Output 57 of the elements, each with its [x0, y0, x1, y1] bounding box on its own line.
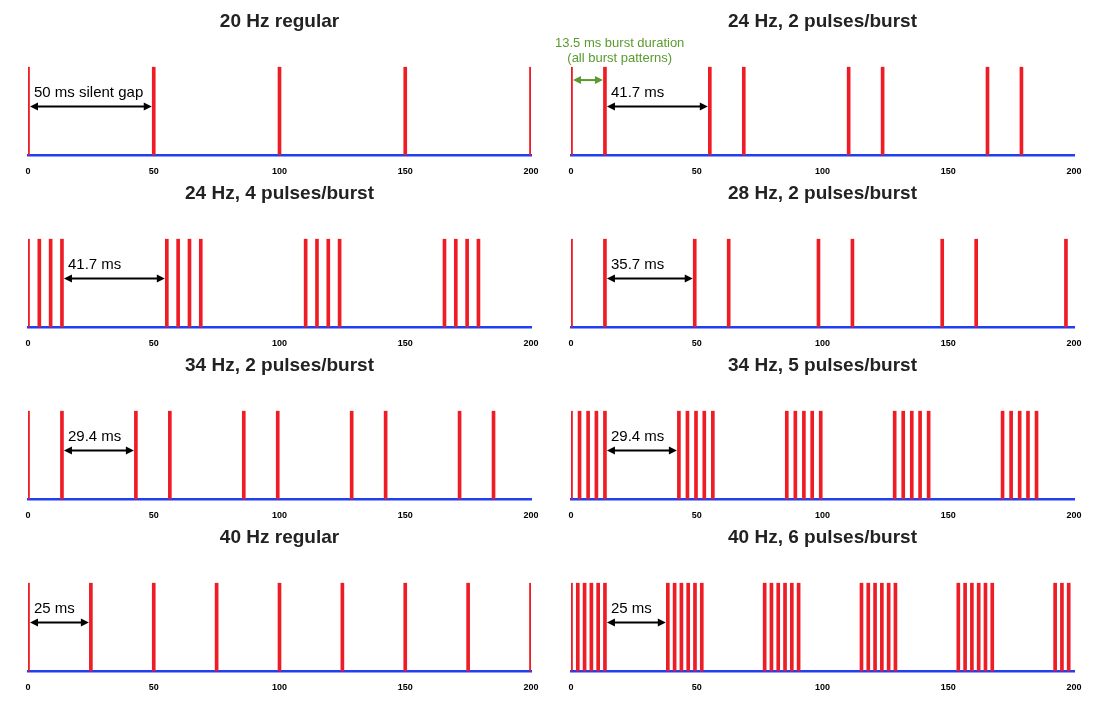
x-tick-label: 0: [568, 510, 574, 521]
text: 13.5 ms burst duration (all burst patterns): [554, 34, 685, 65]
x-tick-label: 200: [523, 510, 539, 521]
x-tick-label: 150: [940, 166, 956, 177]
x-tick-label: 150: [940, 682, 956, 693]
x-tick-label: 50: [691, 338, 702, 349]
x-tick-label: 200: [1066, 166, 1082, 177]
chart-title: 28 Hz, 2 pulses/burst: [727, 181, 918, 203]
chart-title: 34 Hz, 2 pulses/burst: [184, 353, 375, 375]
x-tick-label: 150: [397, 338, 413, 349]
x-tick-label: 100: [814, 682, 831, 693]
x-tick-label: 0: [25, 510, 31, 521]
x-tick-label: 200: [523, 682, 539, 693]
x-tick-label: 100: [271, 682, 288, 693]
annotation: 25 ms: [34, 599, 75, 617]
x-tick-label: 150: [397, 166, 413, 177]
chart-title: 40 Hz, 6 pulses/burst: [727, 525, 918, 547]
annotation: 29.4 ms: [67, 427, 122, 445]
x-tick-label: 100: [814, 338, 831, 349]
chart-title: 20 Hz regular: [219, 9, 340, 31]
x-tick-label: 50: [148, 510, 159, 521]
x-tick-label: 0: [568, 338, 574, 349]
x-tick-label: 150: [397, 682, 413, 693]
x-tick-label: 50: [691, 682, 702, 693]
x-tick-label: 50: [148, 166, 159, 177]
x-tick-label: 100: [271, 510, 288, 521]
x-tick-label: 200: [523, 166, 539, 177]
x-tick-label: 0: [25, 166, 31, 177]
x-tick-label: 200: [1066, 682, 1082, 693]
x-tick-label: 0: [25, 682, 31, 693]
x-tick-label: 100: [814, 166, 831, 177]
x-tick-label: 150: [940, 510, 956, 521]
x-tick-label: 100: [271, 338, 288, 349]
x-tick-label: 200: [1066, 338, 1082, 349]
x-tick-label: 0: [568, 166, 574, 177]
x-tick-label: 50: [691, 510, 702, 521]
x-tick-label: 0: [25, 338, 31, 349]
chart-title: 40 Hz regular: [219, 525, 340, 547]
x-tick-label: 50: [691, 166, 702, 177]
annotation: 25 ms: [610, 599, 652, 617]
x-tick-label: 200: [523, 338, 539, 349]
x-tick-label: 50: [148, 682, 159, 693]
x-tick-label: 200: [1066, 510, 1082, 521]
x-tick-label: 150: [397, 510, 413, 521]
chart-title: 24 Hz, 2 pulses/burst: [727, 9, 918, 31]
x-tick-label: 50: [148, 338, 159, 349]
x-tick-label: 100: [271, 166, 288, 177]
chart-title: 34 Hz, 5 pulses/burst: [727, 353, 918, 375]
annotation: 50 ms silent gap: [34, 83, 144, 101]
annotation: 41.7 ms: [610, 83, 665, 101]
x-tick-label: 0: [568, 682, 574, 693]
annotation: 35.7 ms: [610, 255, 665, 273]
chart-title: 24 Hz, 4 pulses/burst: [184, 181, 375, 203]
annotation: 29.4 ms: [610, 427, 665, 445]
x-tick-label: 150: [940, 338, 956, 349]
annotation: 41.7 ms: [67, 255, 122, 273]
x-tick-label: 100: [814, 510, 831, 521]
